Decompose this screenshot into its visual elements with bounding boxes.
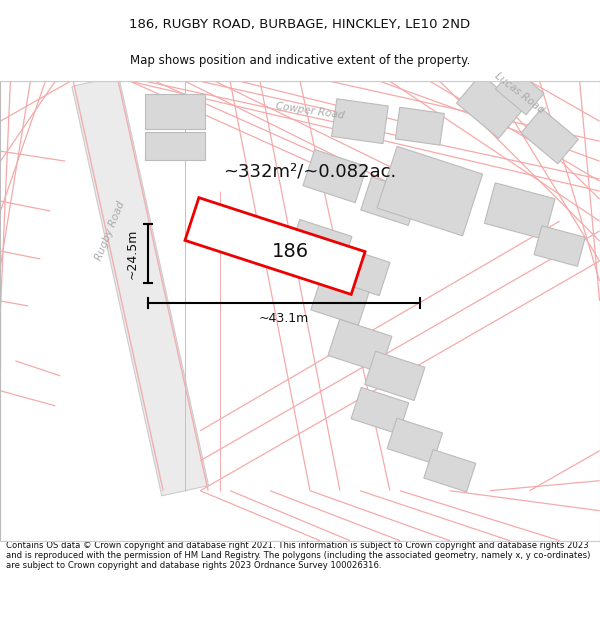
Polygon shape [365, 351, 425, 401]
Text: ~43.1m: ~43.1m [259, 312, 309, 326]
Polygon shape [457, 74, 523, 138]
Polygon shape [145, 132, 205, 160]
Polygon shape [185, 198, 365, 294]
Polygon shape [328, 319, 392, 372]
Polygon shape [387, 418, 443, 463]
Polygon shape [332, 99, 388, 144]
Text: ~24.5m: ~24.5m [126, 228, 139, 279]
Text: 186: 186 [271, 241, 308, 261]
Polygon shape [351, 388, 409, 434]
Text: 186, RUGBY ROAD, BURBAGE, HINCKLEY, LE10 2ND: 186, RUGBY ROAD, BURBAGE, HINCKLEY, LE10… [130, 18, 470, 31]
Polygon shape [496, 68, 544, 115]
Polygon shape [288, 219, 352, 272]
Text: Lucas Road: Lucas Road [493, 71, 547, 116]
Polygon shape [311, 277, 369, 325]
Polygon shape [521, 109, 578, 164]
Polygon shape [145, 94, 205, 129]
Text: Map shows position and indicative extent of the property.: Map shows position and indicative extent… [130, 54, 470, 68]
Text: Rugby Road: Rugby Road [94, 200, 127, 262]
Polygon shape [377, 146, 482, 236]
Polygon shape [330, 246, 390, 296]
Polygon shape [361, 177, 419, 226]
Polygon shape [484, 182, 555, 239]
Text: Cowper Road: Cowper Road [275, 101, 345, 121]
Polygon shape [395, 107, 445, 145]
Text: Contains OS data © Crown copyright and database right 2021. This information is : Contains OS data © Crown copyright and d… [6, 541, 590, 571]
Polygon shape [72, 76, 209, 496]
Polygon shape [303, 149, 367, 202]
Polygon shape [534, 226, 585, 266]
Polygon shape [424, 449, 476, 492]
Text: ~332m²/~0.082ac.: ~332m²/~0.082ac. [223, 162, 397, 180]
